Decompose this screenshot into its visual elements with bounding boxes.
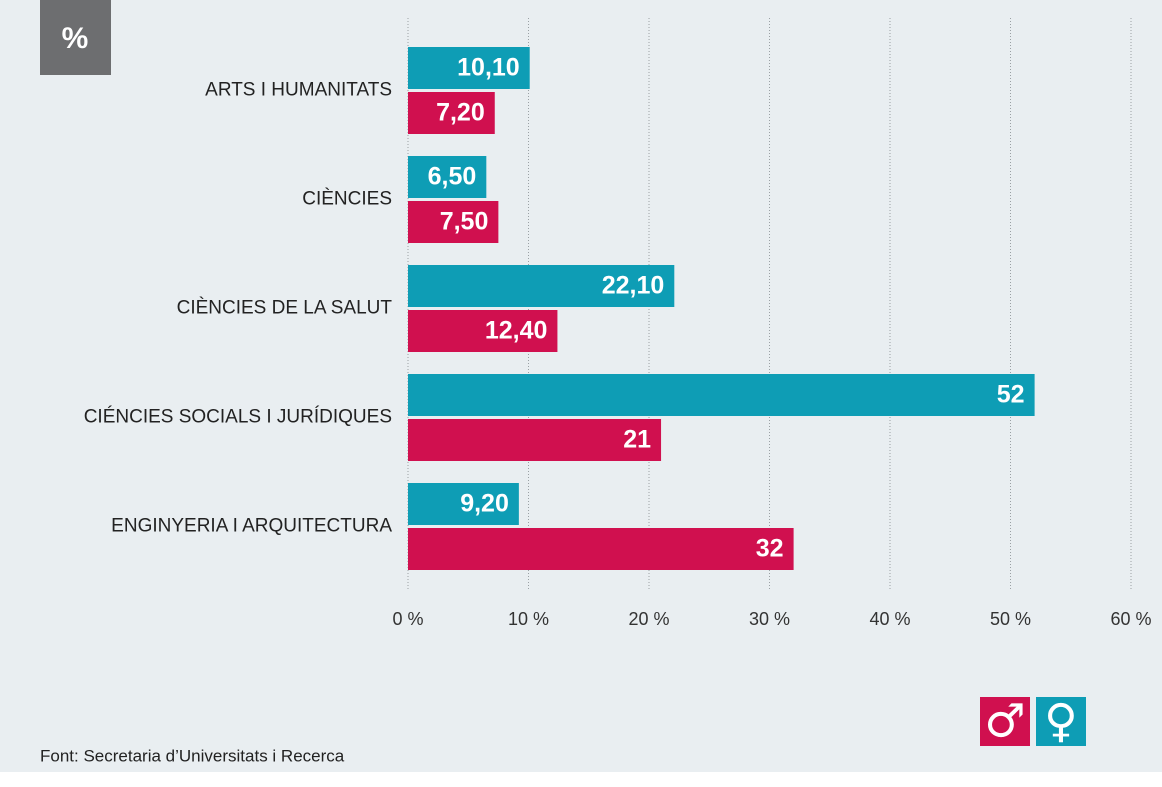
bar (408, 419, 662, 461)
y-tick-label: CIÉNCIES SOCIALS I JURÍDIQUES (84, 407, 392, 428)
value-label: 32 (756, 535, 784, 563)
chart-title: % (62, 22, 89, 55)
value-label: 6,50 (428, 163, 477, 191)
y-tick-label: CIÈNCIES (302, 189, 392, 210)
value-label: 9,20 (460, 490, 509, 518)
bar (408, 374, 1035, 416)
value-label: 12,40 (485, 317, 548, 345)
bar (408, 92, 495, 134)
x-tick-label: 60 % (1110, 609, 1151, 629)
x-tick-label: 20 % (628, 609, 669, 629)
y-tick-label: CIÈNCIES DE LA SALUT (177, 298, 393, 319)
x-tick-label: 30 % (749, 609, 790, 629)
value-label: 21 (623, 426, 651, 454)
bar (408, 265, 675, 307)
x-tick-label: 40 % (869, 609, 910, 629)
legend-swatch (980, 697, 1030, 746)
bar (408, 201, 499, 243)
value-label: 10,10 (457, 54, 520, 82)
source: Font: Secretaria d’Universitats i Recerc… (40, 746, 345, 765)
title-box (40, 0, 111, 75)
y-tick-label: ARTS I HUMANITATS (205, 80, 392, 101)
value-label: 7,50 (440, 208, 489, 236)
bar (408, 483, 519, 525)
bar (408, 156, 487, 198)
x-tick-label: 50 % (990, 609, 1031, 629)
value-label: 52 (997, 381, 1025, 409)
x-tick-label: 10 % (508, 609, 549, 629)
bar (408, 310, 558, 352)
bar (408, 528, 794, 570)
y-tick-label: ENGINYERIA I ARQUITECTURA (111, 516, 392, 537)
value-label: 22,10 (602, 272, 665, 300)
legend-swatch (1036, 697, 1086, 746)
legend-label: ♂ (984, 694, 1025, 748)
legend-label: ♀ (1044, 694, 1078, 748)
bar (408, 47, 530, 89)
value-label: 7,20 (436, 99, 485, 127)
x-tick-label: 0 % (392, 609, 423, 629)
